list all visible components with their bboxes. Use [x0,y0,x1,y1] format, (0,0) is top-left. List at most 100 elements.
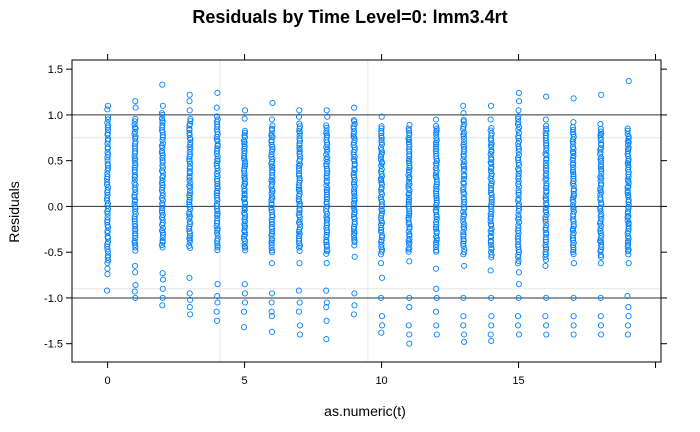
data-point [570,221,577,228]
data-point [323,241,330,248]
data-point [597,253,605,261]
data-point [542,167,549,174]
data-point [350,169,357,177]
data-point [324,141,331,148]
data-point [296,135,303,142]
data-point [406,245,413,252]
data-point [488,199,495,206]
data-point [461,190,468,197]
data-point [296,235,303,242]
data-point [268,137,275,144]
data-point [487,168,494,175]
data-point [515,202,522,209]
data-point [268,141,275,148]
data-point [323,134,330,141]
data-point [625,213,632,220]
data-point [570,331,577,338]
data-point [433,225,440,232]
data-point [104,210,111,217]
data-point [159,122,166,129]
data-point [296,190,303,197]
data-point [159,285,166,292]
data-point [625,77,632,85]
data-point [433,322,440,329]
data-point [323,148,330,155]
data-point [323,124,330,131]
y-axis-label: Residuals [6,181,22,242]
data-point [323,165,330,172]
data-point [186,177,193,184]
data-point [543,142,550,149]
data-point [104,113,112,121]
data-point [625,304,632,311]
data-point [324,170,331,177]
data-point [324,158,331,165]
data-point [433,190,440,197]
reference-lines [72,114,661,299]
data-point [324,185,331,192]
data-point [515,222,522,229]
x-tick-label: 5 [242,375,248,387]
data-point [296,164,303,172]
data-point [487,175,494,182]
data-point [242,299,249,306]
data-point [625,313,632,320]
data-point [597,132,604,139]
y-tick-label: 1.0 [48,110,63,122]
data-point [488,249,495,256]
data-point [624,208,631,215]
data-point [187,190,194,197]
data-point [214,293,221,300]
data-point [323,220,330,227]
data-point [488,170,495,178]
data-point [488,124,495,132]
data-point [378,210,385,217]
data-point [597,128,604,135]
data-point [461,246,468,253]
data-point [406,331,413,338]
data-point [488,313,495,320]
data-point [433,331,440,338]
data-point [159,177,166,184]
data-point [488,205,495,212]
data-point [241,231,248,238]
data-point [186,290,193,297]
data-point [323,299,330,306]
data-point [132,160,139,167]
data-point [433,237,440,244]
data-point [296,331,303,338]
data-point [488,143,495,151]
data-point [569,225,577,232]
data-point [515,269,522,276]
data-point [432,122,439,130]
data-point [515,170,522,177]
data-point [132,115,139,122]
data-point [378,147,385,154]
data-point [515,140,522,147]
data-point [213,104,220,111]
data-point [186,168,193,175]
data-point [378,189,385,196]
data-point [405,185,412,192]
data-point [570,294,577,301]
data-point [296,150,303,157]
data-point [515,214,522,221]
data-point [515,130,523,137]
data-point [296,299,303,306]
data-point [323,224,330,231]
data-point [159,276,167,283]
data-point [104,173,111,180]
data-point [433,228,440,235]
y-tick-label: 0.0 [48,201,63,213]
data-point [131,192,138,199]
data-point [598,175,605,182]
data-point [323,260,330,267]
data-point [514,322,522,329]
data-point [213,170,220,178]
data-point [131,169,138,176]
data-point [186,239,193,246]
data-point [624,331,631,338]
data-point [460,133,467,140]
data-point [624,125,631,132]
data-point [103,181,111,188]
